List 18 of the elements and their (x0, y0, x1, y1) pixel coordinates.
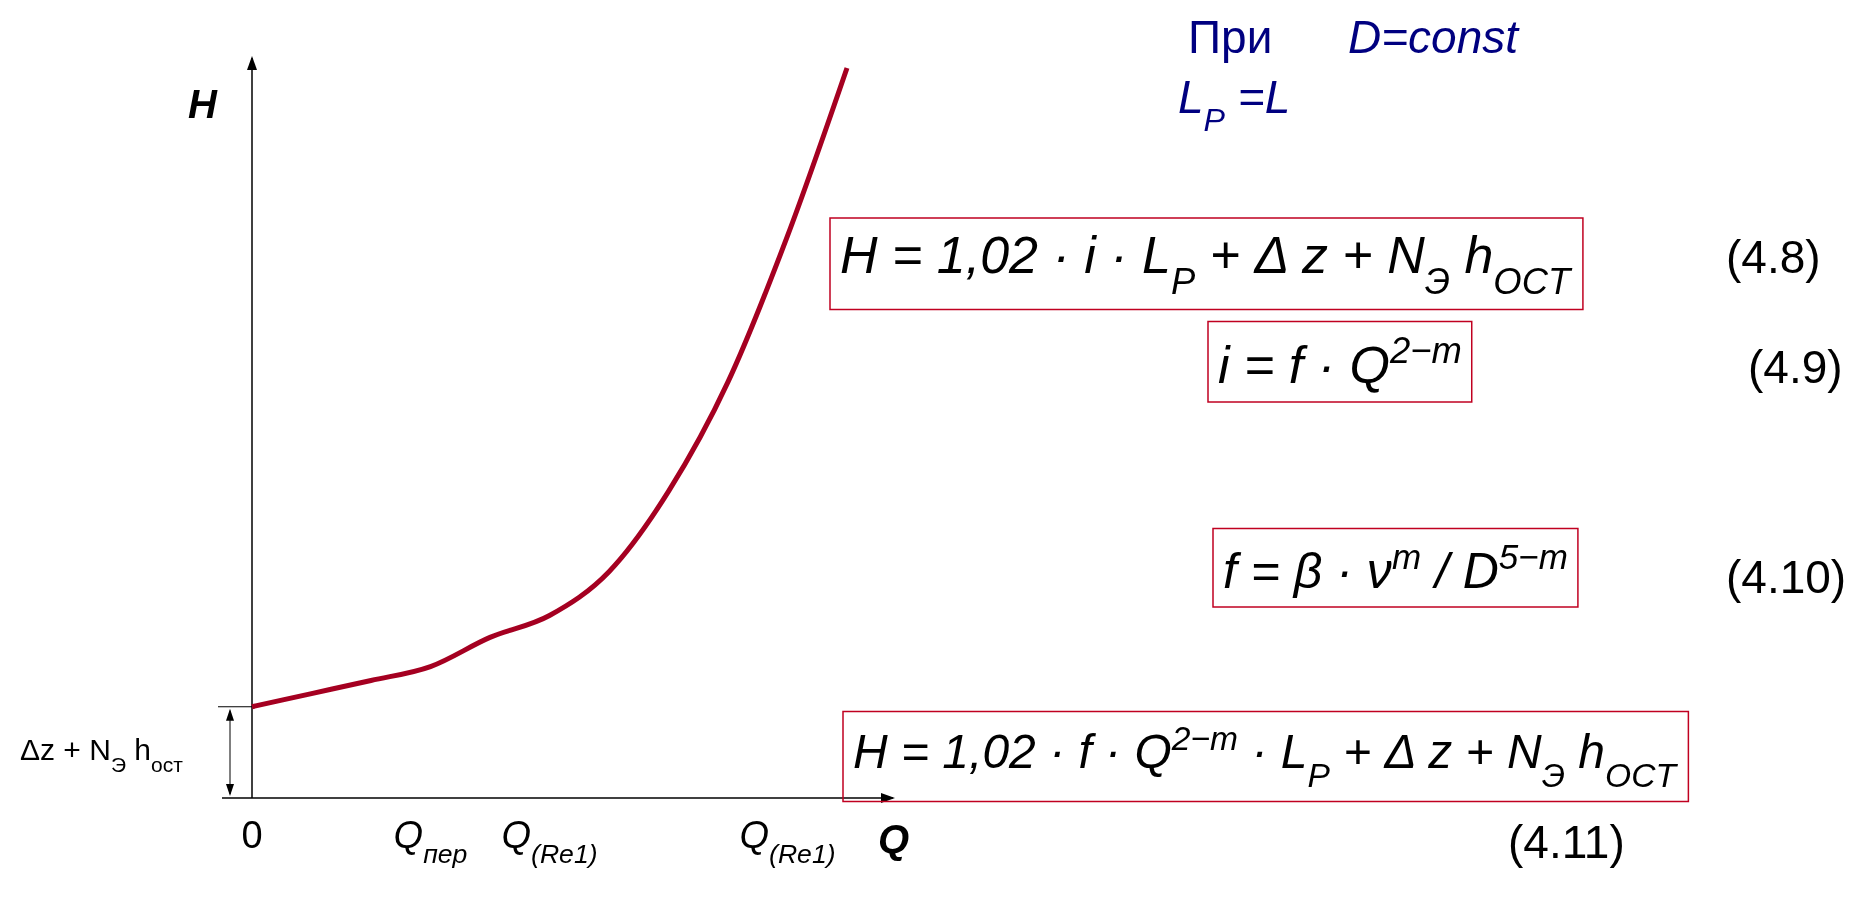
text: При (1188, 11, 1273, 63)
x-axis-title: Q (878, 817, 910, 862)
text: (4.8) (1726, 231, 1821, 283)
text: L$_{P}$=L (1178, 71, 1291, 138)
annotation: H = 1,02 · i · L$_{P}$ + Δ z + N$_{Э}$h$_{OCT}$ (840, 226, 1573, 302)
text: D=const (1348, 11, 1521, 63)
text: f = β · ν$^{m}$ / D$^{5−m}$ (1223, 536, 1568, 599)
x-tick-label: Q$_{(Re1)}$ (739, 814, 836, 869)
y-axis-title: H (188, 82, 218, 126)
x-tick-label: Q$_{пер}$ (393, 814, 468, 869)
text: (4.11) (1508, 816, 1625, 868)
annotation: H = 1,02 · f · Q$^{2−m}$ · L$_{P}$ + Δ z + N$_{Э}$h$_{OCT}$ (853, 719, 1679, 794)
x-tick-label: 0 (241, 814, 263, 856)
text: (4.10) (1726, 551, 1847, 603)
text: (4.9) (1748, 341, 1843, 393)
x-tick-label: Q$_{(Re1)}$ (501, 814, 598, 869)
text: i = f · Q$^{2−m}$ (1218, 329, 1462, 394)
text: Δz + N$_{Э}$h$_{ост}$ (20, 733, 184, 776)
